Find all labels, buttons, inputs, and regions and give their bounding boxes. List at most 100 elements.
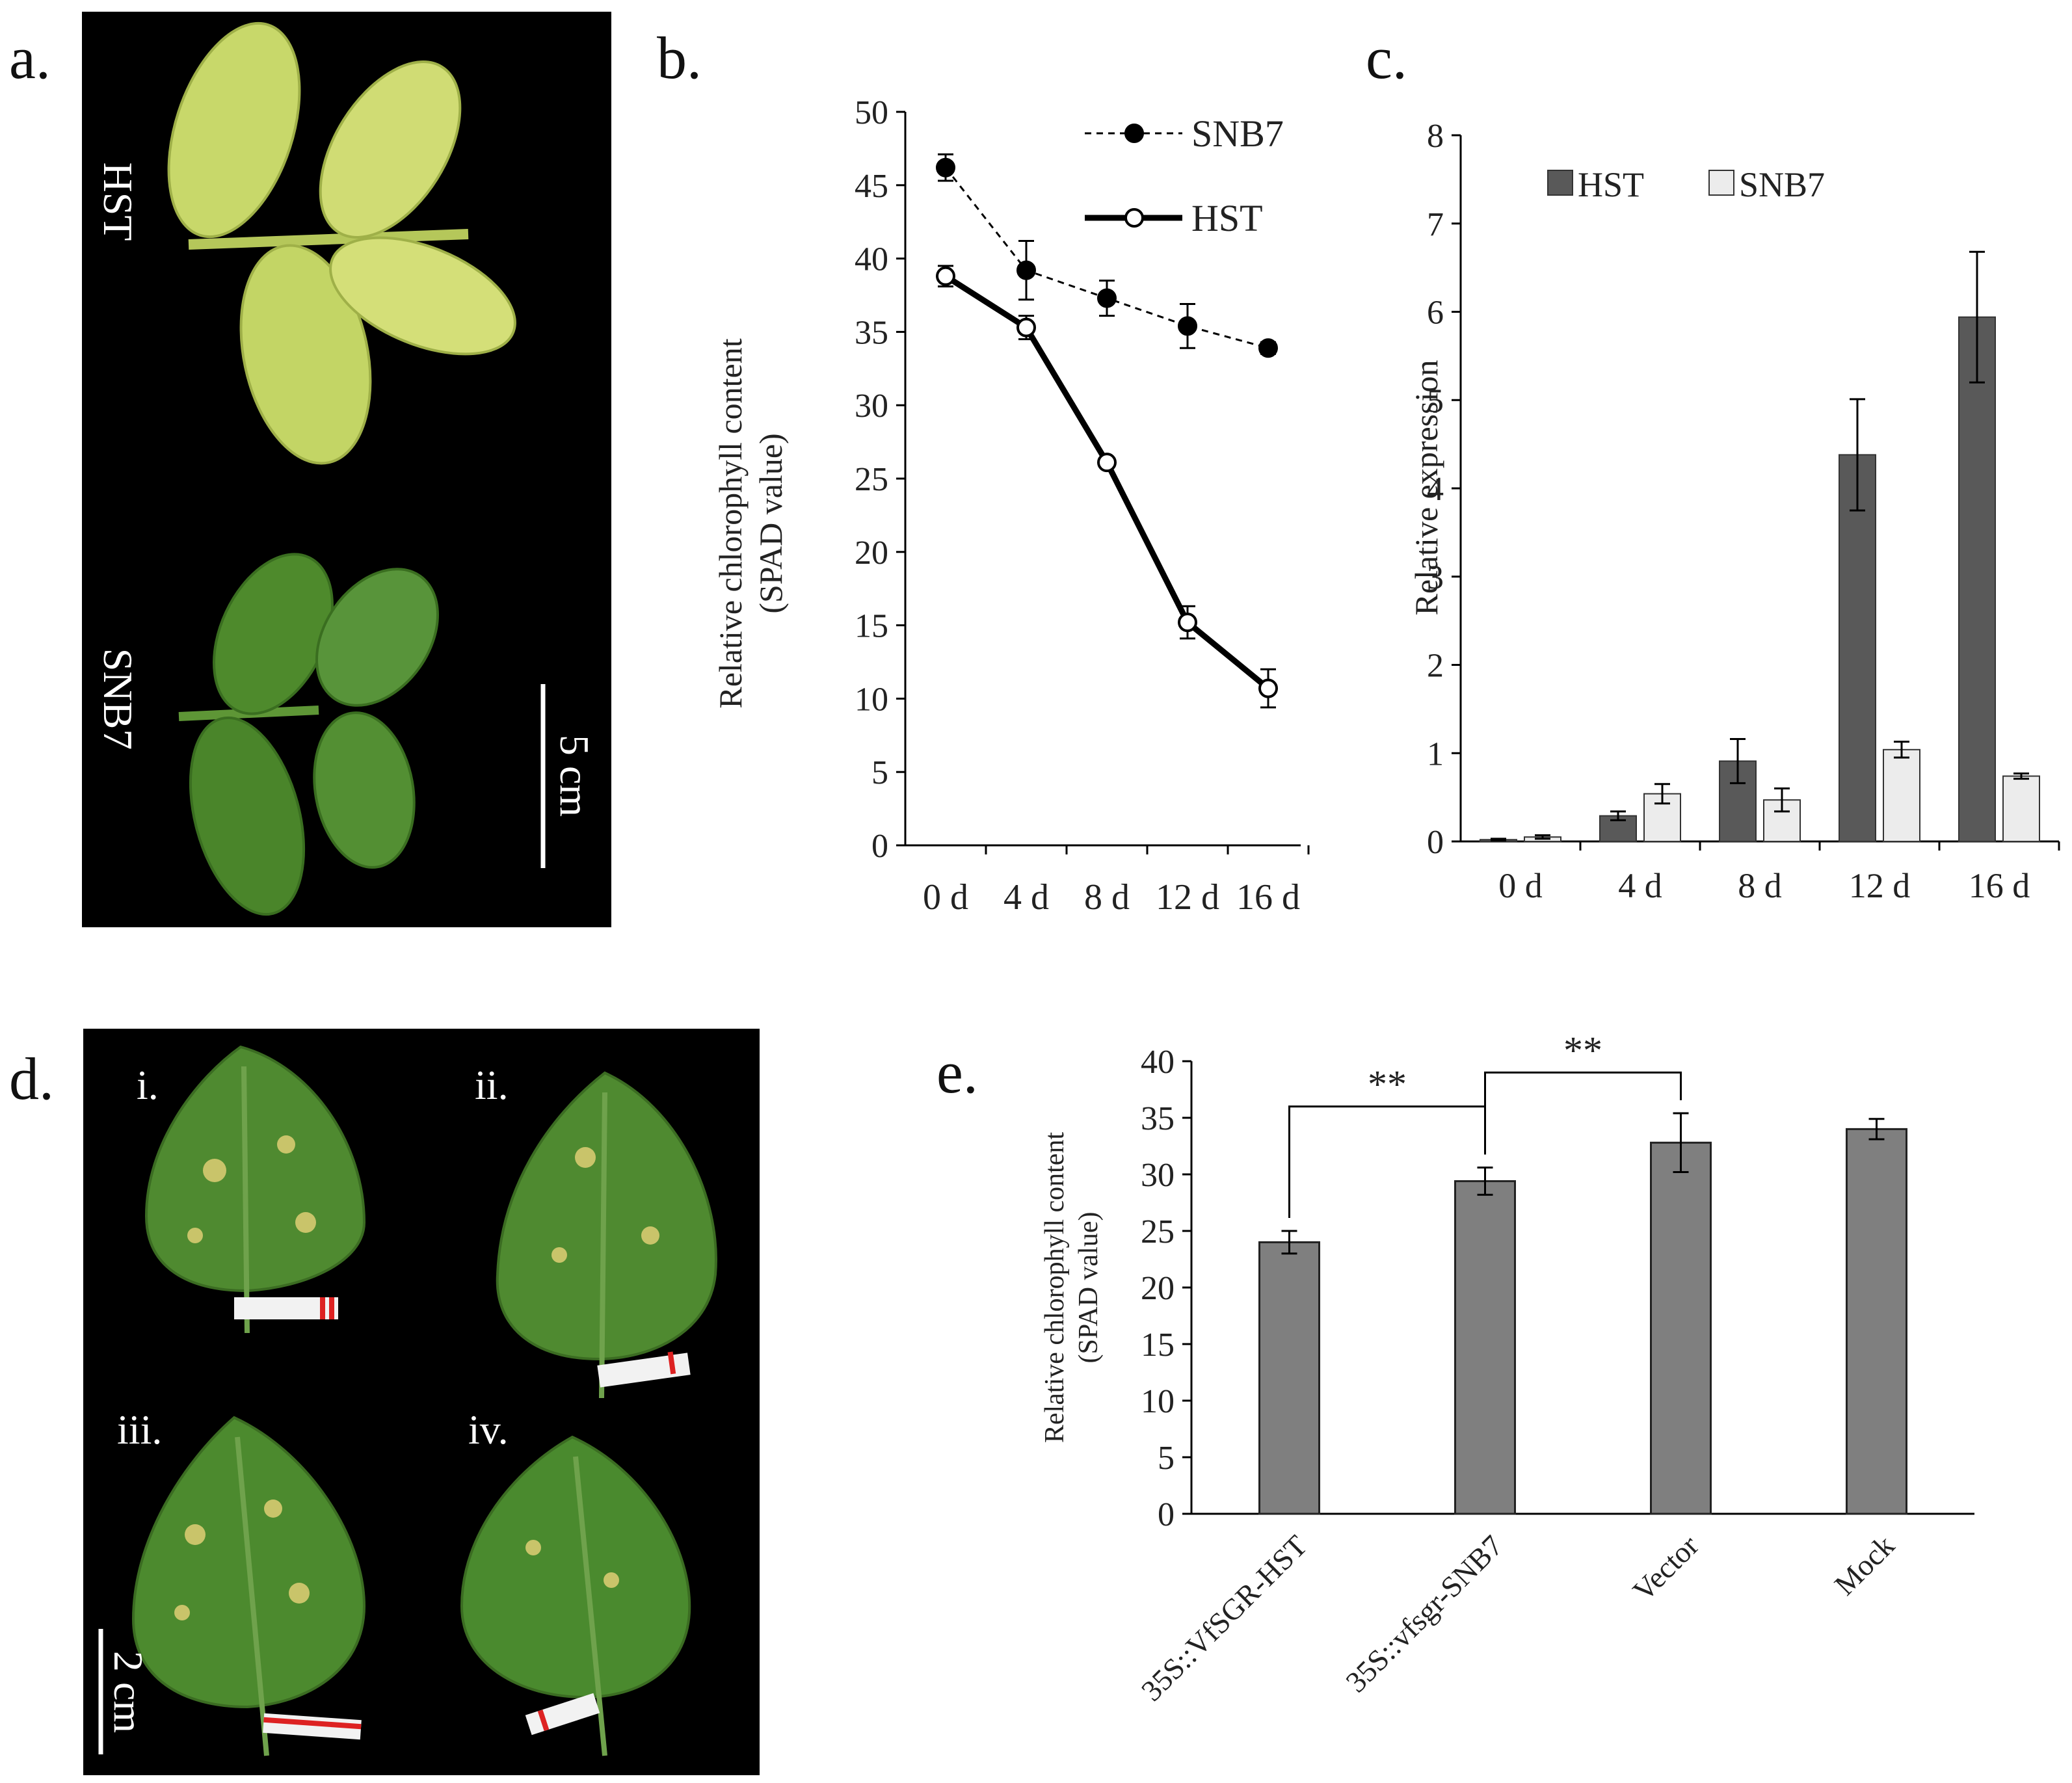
b-x-tick-label: 16 d: [1236, 877, 1300, 918]
b-point-hst: [1258, 678, 1278, 698]
b-point-snb7: [1097, 288, 1117, 308]
c-legend-label: SNB7: [1739, 165, 1825, 204]
b-y-axis-title: Relative chlorophyll content (SPAD value): [712, 338, 789, 708]
chart-b: 0 5 10 15 20 25 30 35 40 45 50 0 d 4 d 8 d 12 d 16 d Rel…: [712, 94, 1310, 918]
e-y-axis-title: Relative chlorophyll content (SPAD value): [1040, 1132, 1104, 1444]
leaf-i-label: i.: [137, 1062, 159, 1108]
b-y-tick-label: 30: [855, 388, 888, 425]
b-point-snb7: [1178, 316, 1197, 336]
b-y-tick-label: 25: [855, 461, 888, 498]
b-series-line-hst: [944, 273, 1270, 691]
b-point-hst: [1016, 317, 1036, 337]
c-y-tick-label: 2: [1427, 648, 1444, 685]
b-y-tick-label: 35: [855, 314, 888, 351]
c-bar-snb7: [1883, 748, 1920, 842]
c-y-tick-label: 5: [1427, 382, 1444, 419]
b-x-tick-label: 4 d: [1003, 877, 1049, 918]
e-y-tick-label: 15: [1141, 1327, 1175, 1364]
b-y-tick-label: 20: [855, 535, 888, 572]
b-x-tick-label: 12 d: [1156, 877, 1219, 918]
panel-a-photo: HST SNB7 5 cm: [82, 12, 611, 927]
b-y-axis-title-line: (SPAD value): [752, 433, 789, 613]
b-x-tick-label: 0 d: [923, 877, 968, 918]
b-point-snb7: [936, 157, 955, 178]
b-y-tick-label: 0: [871, 828, 888, 865]
b-y-tick-label: 10: [855, 681, 888, 718]
c-legend-swatch: [1547, 170, 1573, 196]
c-x-tick-label: 8 d: [1738, 866, 1782, 905]
b-y-tick-label: 50: [855, 94, 888, 131]
e-y-tick-label: 0: [1158, 1496, 1175, 1533]
c-legend-swatch: [1708, 170, 1734, 196]
b-legend-label: HST: [1191, 197, 1263, 239]
e-x-tick-label: Vector: [1627, 1529, 1705, 1607]
e-bar: [1650, 1141, 1712, 1515]
snb7-label: SNB7: [95, 648, 141, 750]
leaf-iv-label: iv.: [468, 1407, 509, 1453]
b-series-line-snb7: [944, 166, 1269, 349]
e-bar: [1258, 1241, 1320, 1515]
b-y-tick-label: 45: [855, 168, 888, 205]
c-y-tick-label: 8: [1427, 118, 1444, 155]
scale-bar-d-label: 2 cm: [105, 1651, 152, 1733]
e-y-tick-label: 35: [1141, 1100, 1175, 1137]
panel-letter-d: d.: [9, 1046, 54, 1112]
b-legend-label: SNB7: [1191, 112, 1284, 155]
e-y-tick-label: 20: [1141, 1270, 1175, 1307]
leaf-ii-illustration: [496, 1071, 717, 1399]
e-y-tick-label: 25: [1141, 1213, 1175, 1250]
panel-d-photo: i. ii. iii. iv. 2 cm: [83, 1029, 760, 1775]
e-y-axis-title-line: Relative chlorophyll content: [1040, 1132, 1070, 1444]
e-significance-label: **: [1368, 1063, 1407, 1106]
b-y-tick-label: 15: [855, 608, 888, 645]
c-bar-snb7: [2002, 775, 2040, 843]
b-point-hst: [1097, 453, 1117, 473]
panel-letter-e: e.: [936, 1039, 978, 1105]
c-y-tick-label: 1: [1427, 735, 1444, 773]
panel-letter-a: a.: [9, 25, 51, 91]
b-point-hst: [936, 266, 955, 286]
c-bar-hst: [1958, 316, 1996, 842]
e-y-tick-label: 10: [1141, 1383, 1175, 1420]
snb7-leaf-illustration: [178, 553, 439, 916]
e-x-tick-label: 35S::VfSGR-HST: [1135, 1529, 1314, 1708]
b-y-tick-label: 40: [855, 241, 888, 278]
leaf-iii-illustration: [131, 1416, 366, 1756]
e-y-axis-title-line: (SPAD value): [1074, 1212, 1104, 1364]
leaf-i-illustration: [144, 1045, 366, 1334]
e-x-tick-label: 35S::vfsgr-SNB7: [1339, 1529, 1509, 1698]
scale-bar-a-label: 5 cm: [551, 735, 598, 817]
leaf-iii-label: iii.: [117, 1407, 162, 1453]
b-y-axis-title-line: Relative chlorophyll content: [712, 338, 749, 708]
c-y-tick-label: 7: [1427, 206, 1444, 243]
c-legend-label: HST: [1578, 165, 1644, 204]
leaf-iv-illustration: [460, 1435, 691, 1756]
b-y-tick-label: 5: [871, 754, 888, 791]
chart-c: 0 1 2 3 4 5 6 7 8 0 d 4 d 8 d 12 d 16 d Relative expre…: [1408, 118, 2060, 905]
c-y-axis-title: Relative expression: [1408, 360, 1444, 616]
c-x-tick-label: 4 d: [1618, 866, 1662, 905]
c-y-tick-label: 4: [1427, 471, 1444, 508]
c-x-tick-label: 12 d: [1849, 866, 1911, 905]
b-legend-marker: [1124, 124, 1144, 143]
e-bar: [1846, 1128, 1907, 1515]
b-point-hst: [1178, 613, 1197, 633]
e-significance-bracket: [1484, 1071, 1682, 1155]
e-significance-label: **: [1563, 1029, 1602, 1072]
e-bar: [1454, 1180, 1516, 1515]
c-x-tick-label: 16 d: [1969, 866, 2030, 905]
e-x-tick-label: Mock: [1828, 1529, 1901, 1602]
panel-letter-c: c.: [1366, 25, 1407, 91]
b-legend-marker: [1124, 208, 1144, 228]
c-y-tick-label: 3: [1427, 559, 1444, 596]
hst-leaf-illustration: [167, 21, 516, 465]
b-x-tick-label: 8 d: [1084, 877, 1130, 918]
leaf-ii-label: ii.: [475, 1062, 509, 1108]
b-point-snb7: [1258, 338, 1278, 358]
c-y-tick-label: 6: [1427, 295, 1444, 332]
c-y-tick-label: 0: [1427, 824, 1444, 861]
panel-letter-b: b.: [657, 25, 702, 91]
c-x-tick-label: 0 d: [1498, 866, 1543, 905]
e-y-tick-label: 30: [1141, 1157, 1175, 1194]
